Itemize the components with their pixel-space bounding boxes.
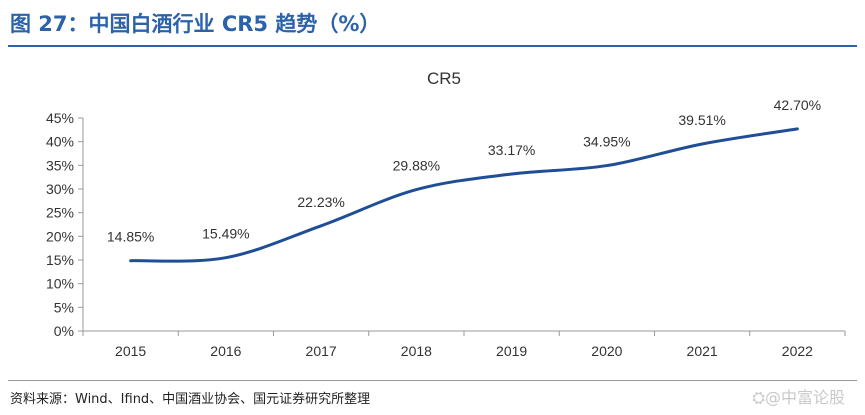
x-tick-label: 2018	[401, 343, 432, 359]
x-tick-label: 2020	[591, 343, 622, 359]
data-label: 14.85%	[107, 229, 154, 245]
data-label: 34.95%	[583, 134, 630, 150]
y-tick-label: 40%	[46, 134, 74, 150]
data-label: 42.70%	[774, 97, 821, 113]
y-tick-label: 15%	[46, 252, 74, 268]
data-label: 22.23%	[297, 194, 344, 210]
data-label: 29.88%	[393, 158, 440, 174]
x-tick-label: 2017	[306, 343, 337, 359]
x-tick-label: 2021	[687, 343, 718, 359]
y-tick-label: 30%	[46, 181, 74, 197]
y-tick-label: 45%	[46, 110, 74, 126]
data-label: 39.51%	[678, 112, 725, 128]
y-tick-label: 20%	[46, 228, 74, 244]
y-tick-label: 5%	[54, 299, 74, 315]
chart-title: CR5	[427, 69, 461, 88]
watermark: ⛭@中富论股	[752, 388, 845, 407]
figure-title: 图 27：中国白酒行业 CR5 趋势（%）	[10, 12, 381, 36]
cr5-line-chart: CR5 0% 5% 10% 15% 20% 25% 30% 35% 40% 45% 2015 2016 2…	[46, 69, 846, 359]
source-rule	[8, 380, 857, 381]
y-tick-label: 35%	[46, 157, 74, 173]
x-tick-label: 2016	[210, 343, 241, 359]
data-label: 15.49%	[202, 226, 249, 242]
x-tick-label: 2022	[782, 343, 813, 359]
y-tick-label: 10%	[46, 276, 74, 292]
title-rule	[8, 45, 857, 47]
x-tick-label: 2019	[496, 343, 527, 359]
data-label: 33.17%	[488, 142, 535, 158]
source-note: 资料来源：Wind、Ifind、中国酒业协会、国元证券研究所整理	[10, 392, 371, 407]
y-tick-label: 0%	[54, 323, 74, 339]
series-line	[129, 127, 799, 263]
y-tick-label: 25%	[46, 205, 74, 221]
x-tick-label: 2015	[115, 343, 146, 359]
